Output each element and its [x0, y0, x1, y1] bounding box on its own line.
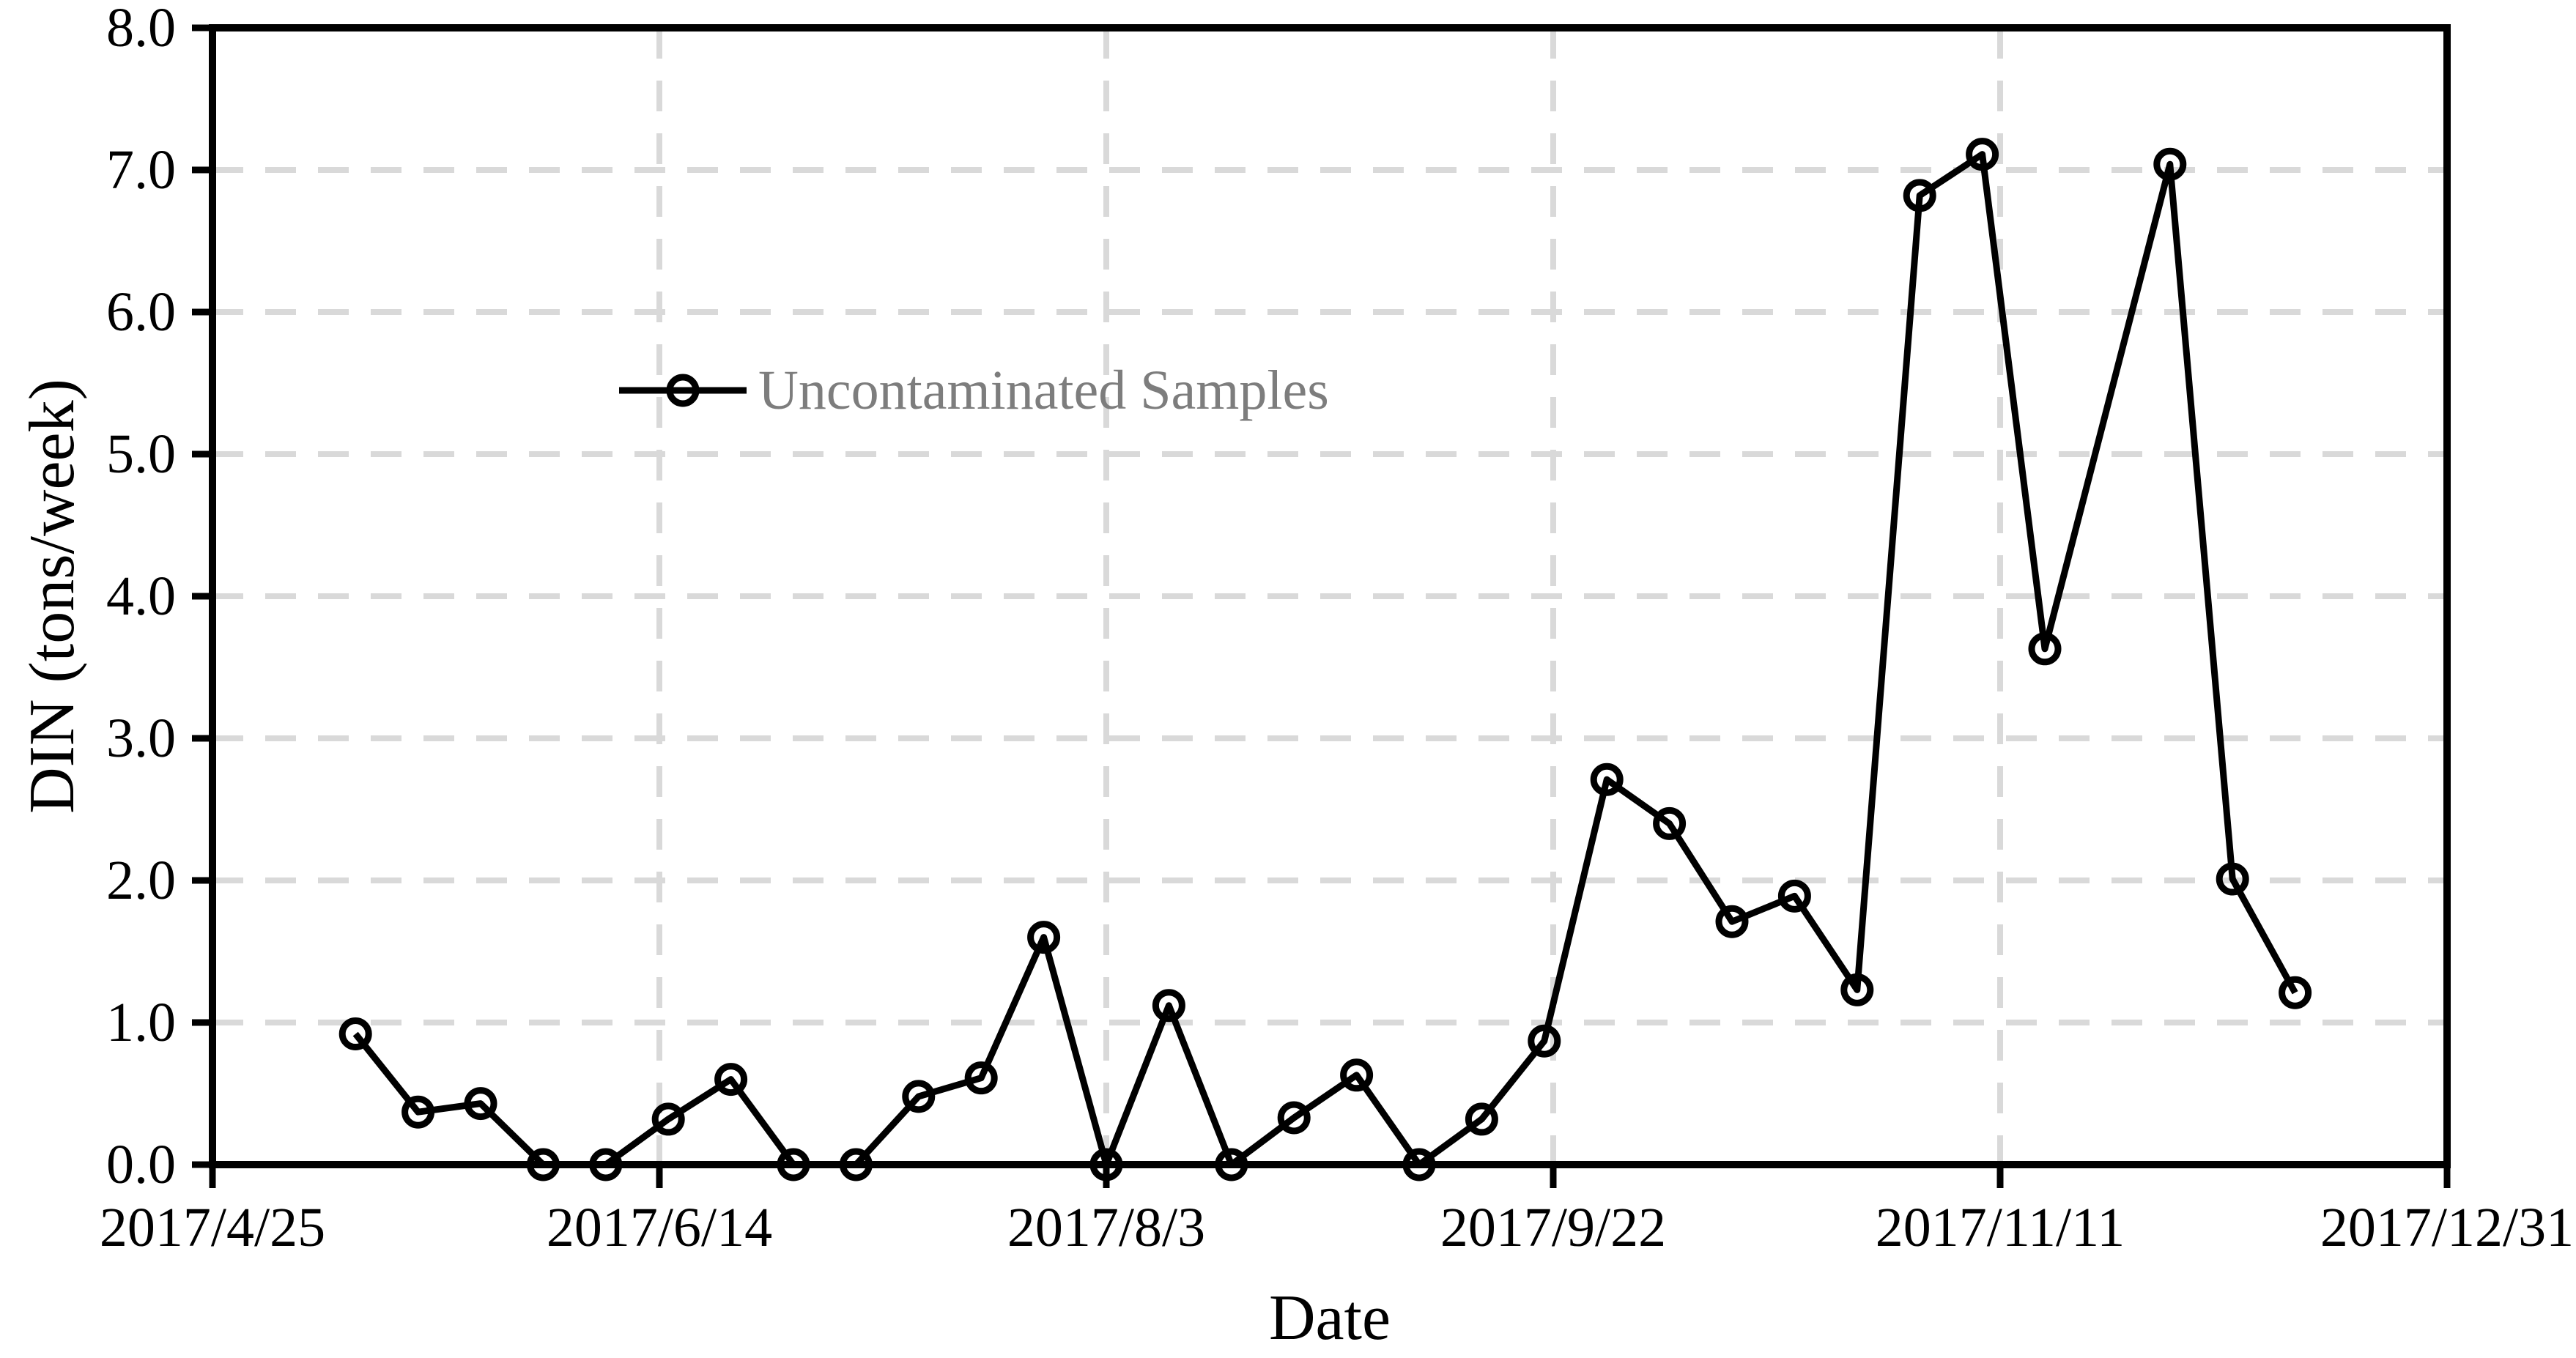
data-point-marker [2028, 632, 2062, 666]
data-point-marker [1152, 989, 1185, 1023]
legend: Uncontaminated Samples [619, 363, 1329, 418]
x-tick-label: 2017/12/31 [2320, 1197, 2574, 1258]
data-point-marker [526, 1148, 560, 1181]
y-tick-label: 4.0 [106, 565, 176, 627]
x-tick-label: 2017/6/14 [547, 1197, 772, 1258]
x-axis-title: Date [1268, 1283, 1391, 1354]
data-point-marker [714, 1063, 748, 1097]
data-line [352, 151, 2298, 1168]
x-tick-label: 2017/8/3 [1007, 1197, 1205, 1258]
data-point-marker [2216, 862, 2249, 896]
data-point-marker [1590, 763, 1624, 796]
data-point-marker [1528, 1024, 1561, 1058]
legend-marker-icon [619, 374, 747, 407]
data-point-marker [1966, 138, 1999, 171]
x-tick-label: 2017/9/22 [1440, 1197, 1666, 1258]
y-tick-label: 0.0 [106, 1134, 176, 1195]
data-point-marker [902, 1080, 936, 1113]
y-tick-label: 1.0 [106, 992, 176, 1053]
data-point-marker [1715, 905, 1749, 938]
data-point-marker [1777, 879, 1811, 913]
x-tick-label: 2017/4/25 [100, 1197, 325, 1258]
data-point-marker [2153, 147, 2187, 181]
data-point-marker [651, 1102, 685, 1136]
y-tick-label: 5.0 [106, 423, 176, 485]
data-point-marker [839, 1148, 873, 1181]
data-point-marker [589, 1148, 623, 1181]
data-point-marker [1653, 806, 1687, 840]
data-point-marker [964, 1061, 998, 1095]
data-point-marker [1402, 1148, 1436, 1181]
y-axis-title: DIN (tons/week) [17, 379, 88, 814]
y-tick-label: 6.0 [106, 281, 176, 343]
y-tick-label: 8.0 [106, 0, 176, 59]
x-tick-label: 2017/11/11 [1876, 1197, 2125, 1258]
y-tick-label: 3.0 [106, 708, 176, 769]
data-point-marker [1840, 973, 1874, 1006]
data-point-marker [2279, 976, 2312, 1009]
y-tick-label: 7.0 [106, 139, 176, 201]
data-point-marker [777, 1148, 810, 1181]
data-point-marker [1027, 921, 1061, 954]
data-point-marker [464, 1087, 497, 1121]
data-point-marker [1465, 1102, 1498, 1136]
data-point-marker [338, 1017, 372, 1051]
data-point-marker [1089, 1148, 1123, 1181]
data-point-marker [1903, 179, 1936, 212]
data-point-marker [1340, 1058, 1374, 1092]
legend-label: Uncontaminated Samples [758, 360, 1329, 421]
y-tick-label: 2.0 [106, 850, 176, 911]
data-point-marker [401, 1095, 435, 1129]
data-point-marker [1215, 1148, 1248, 1181]
data-point-marker [1277, 1101, 1311, 1135]
